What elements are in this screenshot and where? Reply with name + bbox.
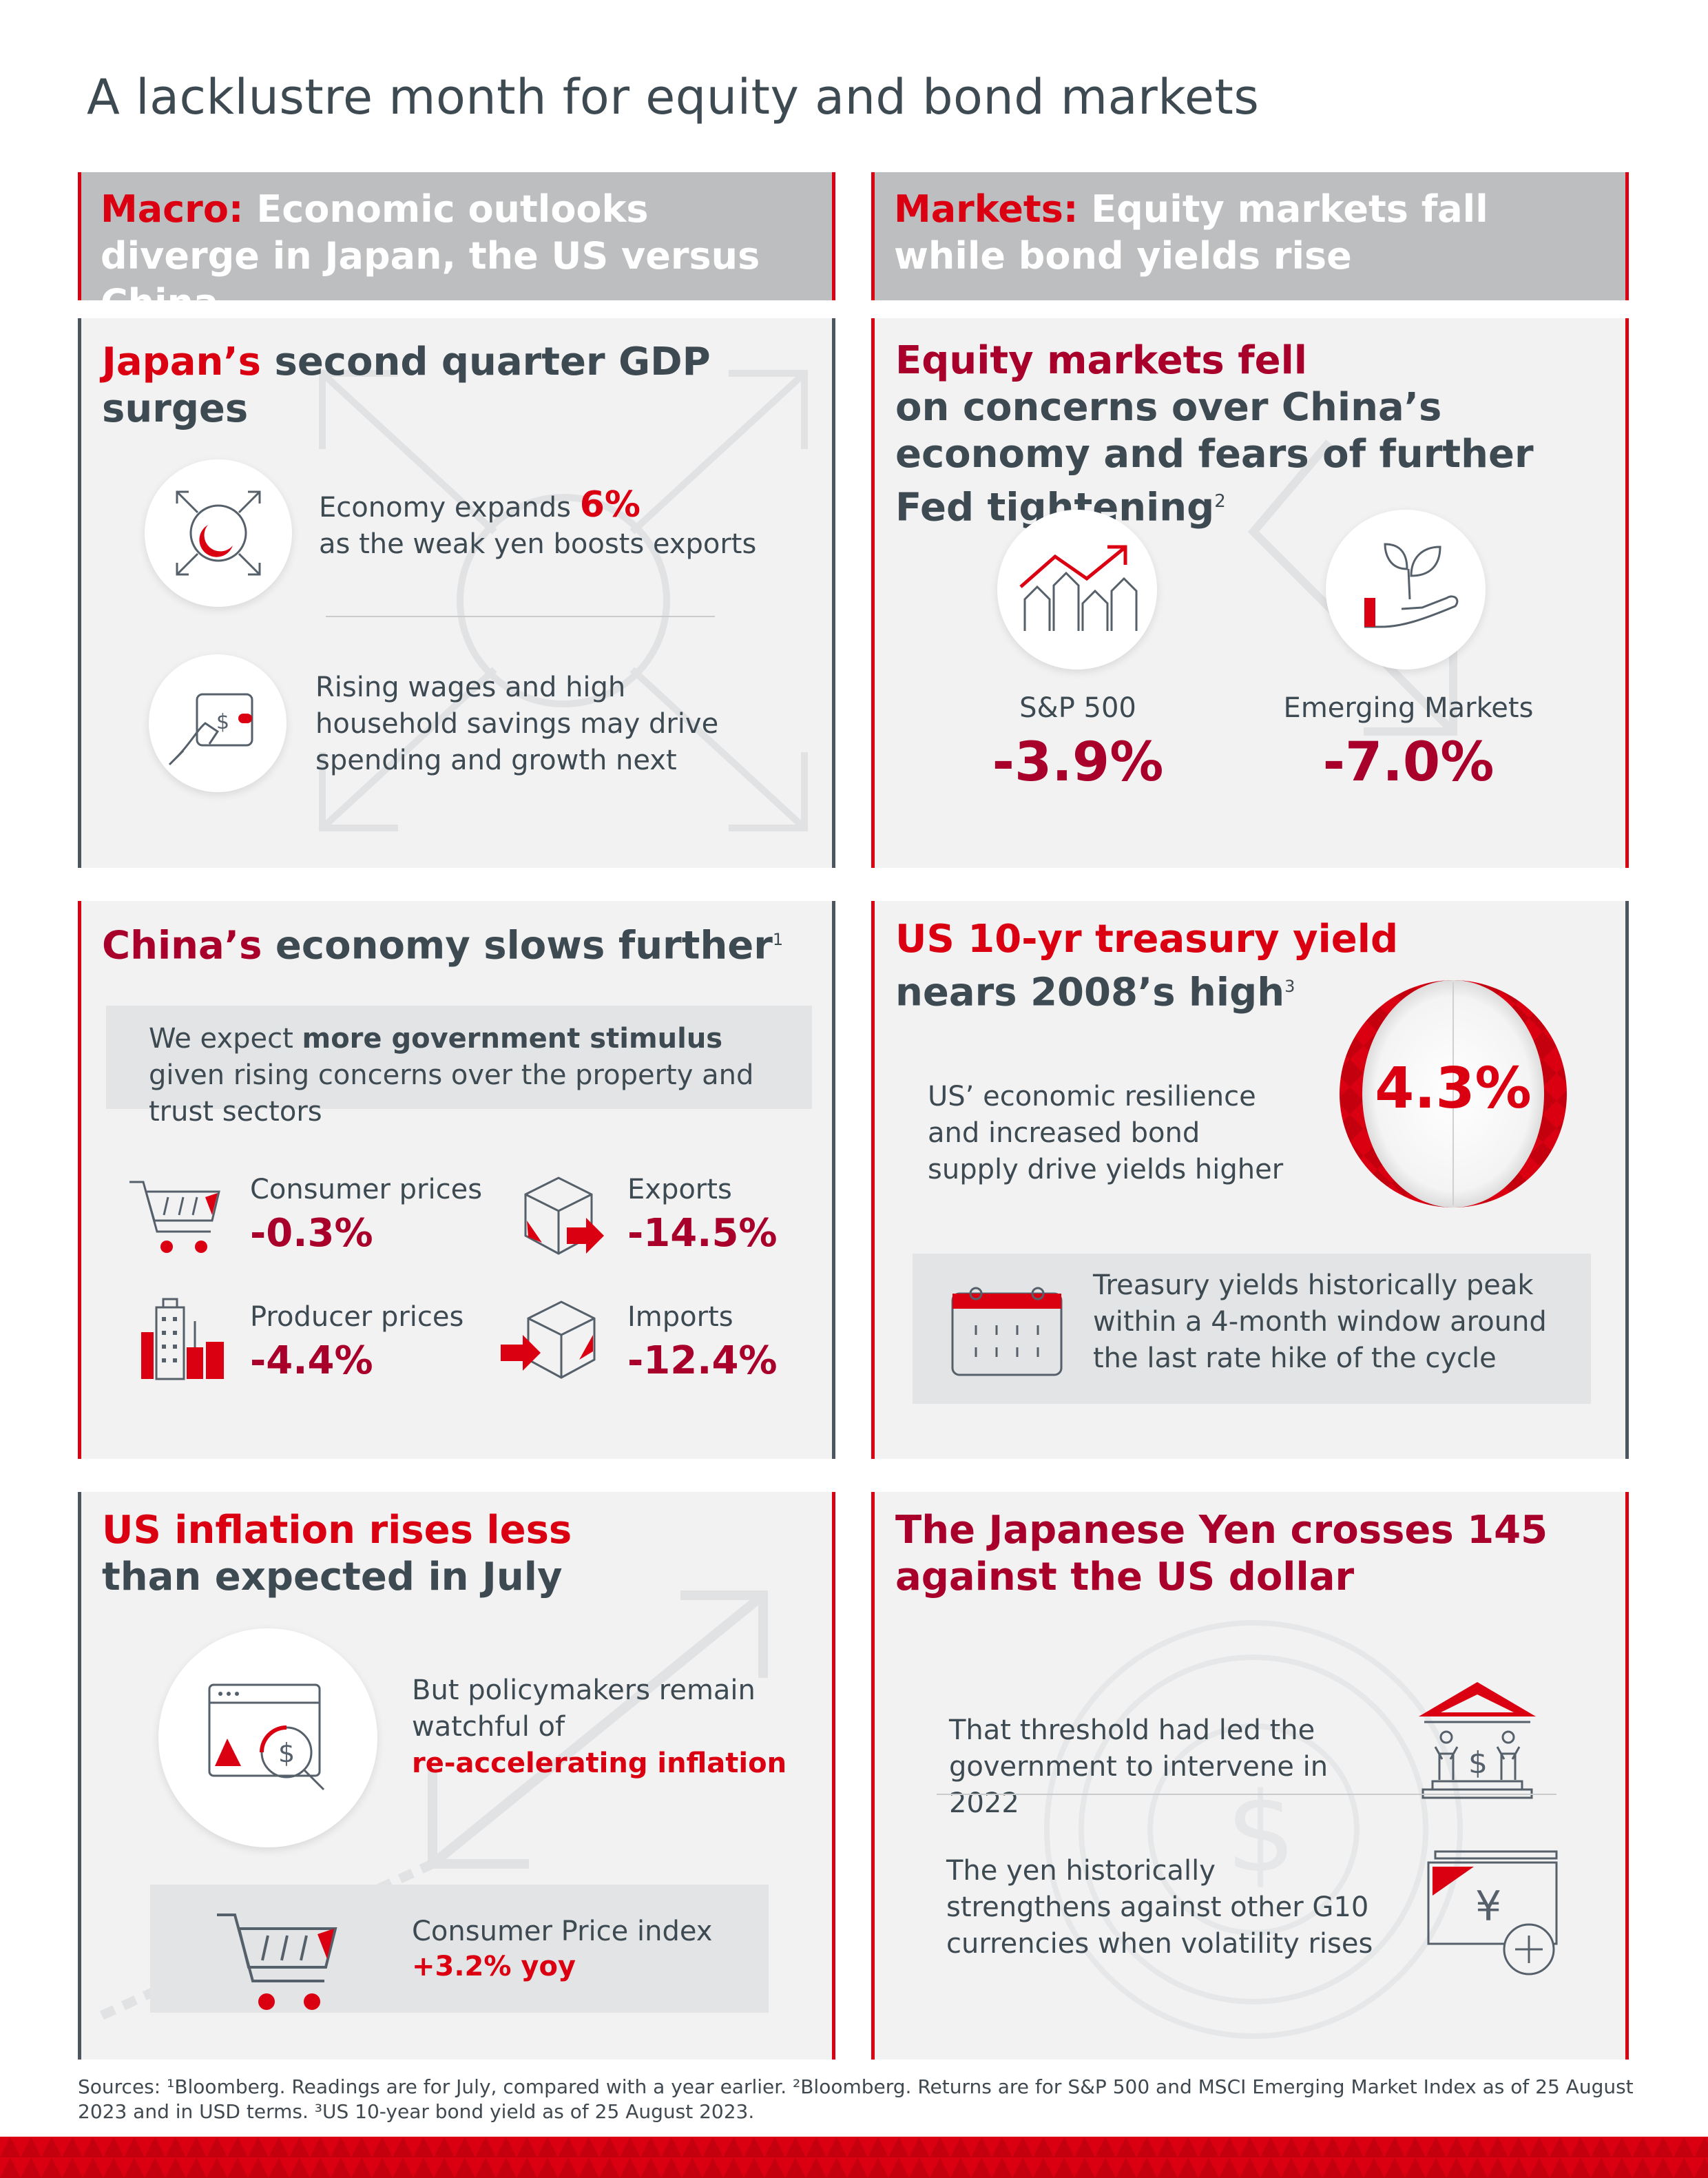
sp500-icon-circle (997, 510, 1157, 670)
treasury-note-box: Treasury yields historically peak within… (913, 1254, 1591, 1404)
stimulus-note-post: given rising concerns over the property … (149, 1059, 754, 1128)
treasury-title-red: US 10-yr treasury yield (895, 917, 1399, 962)
equity-panel: Equity markets fell on concerns over Chi… (871, 318, 1629, 868)
economy-expands-label: Economy expands (319, 492, 571, 523)
consumer-prices-value: -0.3% (250, 1211, 373, 1256)
background-coin-icon: $ (1044, 1620, 1463, 2039)
china-title-red: China’s (102, 923, 262, 968)
inflation-panel: US inflation rises less than expected in… (78, 1492, 835, 2060)
yield-drivers-text: US’ economic resilience and increased bo… (928, 1081, 1284, 1185)
producer-prices-label: Producer prices (250, 1301, 464, 1333)
footnote-1: 1 (772, 930, 784, 949)
cpi-box: Consumer Price index +3.2% yoy (150, 1885, 769, 2013)
svg-text:$: $ (278, 1738, 295, 1768)
markets-header: Markets: Equity markets fall while bond … (871, 172, 1629, 300)
imports-label: Imports (627, 1301, 733, 1333)
treasury-title: US 10-yr treasury yield nears 2008’s hig… (895, 916, 1398, 1017)
shopping-cart-icon (129, 1181, 220, 1253)
svg-text:$: $ (216, 710, 229, 734)
expand-arrows-icon (176, 490, 261, 576)
sources-footnote: Sources: ¹Bloomberg. Readings are for Ju… (78, 2075, 1634, 2123)
yen-symbol: ¥ (1475, 1883, 1501, 1931)
emerging-markets-value: -7.0% (1322, 732, 1494, 794)
gdp-growth-value: 6% (579, 484, 640, 526)
japan-title-red: Japan’s (102, 340, 261, 384)
export-box-icon (524, 1176, 604, 1255)
markets-header-text: Equity markets fall while bond yields ri… (894, 187, 1488, 278)
divider (326, 616, 715, 617)
economy-expands-reason: as the weak yen boosts exports (319, 528, 757, 560)
yen-title: The Japanese Yen crosses 145 against the… (895, 1508, 1548, 1599)
shopping-cart-icon (217, 1913, 337, 2010)
macro-header-text: Economic outlooks diverge in Japan, the … (101, 187, 760, 324)
magnifier-icon-circle: $ (158, 1628, 377, 1847)
equity-title: Equity markets fell on concerns over Chi… (895, 338, 1612, 532)
policymakers-text: But policymakers remain watchful of re-a… (412, 1672, 798, 1782)
hand-wallet-icon: $ (168, 693, 253, 766)
emerging-markets-label: Emerging Markets (1283, 692, 1534, 724)
inflation-title-rest: than expected in July (102, 1555, 563, 1599)
stimulus-note-pre: We expect (149, 1023, 293, 1055)
footnote-3: 3 (1284, 977, 1295, 996)
stimulus-note: We expect more government stimulus given… (106, 1006, 812, 1128)
red-sphere-icon (1340, 980, 1567, 1207)
calendar-icon (951, 1287, 1063, 1376)
wallet-icon-circle: $ (149, 654, 287, 792)
consumer-prices-label: Consumer prices (250, 1174, 483, 1205)
background-arrows-icon (319, 370, 808, 831)
japan-gdp-panel: Japan’s second quarter GDP surges Econom… (78, 318, 835, 868)
equity-title-rest: on concerns over China’s economy and fea… (895, 385, 1534, 530)
page-title: A lacklustre month for equity and bond m… (87, 69, 1260, 125)
japan-title: Japan’s second quarter GDP surges (102, 339, 832, 433)
footnote-2: 2 (1214, 491, 1226, 512)
dollar-magnifier-icon: $ (208, 1683, 325, 1791)
inflation-title: US inflation rises less than expected in… (102, 1507, 572, 1601)
yen-cash-add-icon: ¥ (1427, 1850, 1558, 1975)
inflation-title-red: US inflation rises less (102, 1508, 572, 1553)
producer-prices-value: -4.4% (250, 1338, 373, 1383)
japan-title-rest: second quarter GDP surges (102, 340, 711, 431)
treasury-panel: US 10-yr treasury yield nears 2008’s hig… (871, 901, 1629, 1459)
background-dollar-sign: $ (1226, 1768, 1296, 1897)
imports-value: -12.4% (627, 1338, 778, 1383)
yen-panel: $ The Japanese Yen crosses 145 against t… (871, 1492, 1629, 2060)
reaccelerating-inflation-text: re-accelerating inflation (412, 1747, 787, 1779)
factory-buildings-icon (141, 1298, 224, 1380)
bank-icon: $ (1419, 1682, 1536, 1799)
china-panel: China’s economy slows further1 We expect… (78, 901, 835, 1459)
sp500-label: S&P 500 (1019, 692, 1136, 724)
treasury-title-rest: nears 2008’s high (895, 970, 1285, 1015)
stimulus-note-bold: more government stimulus (302, 1023, 723, 1055)
sp500-value: -3.9% (992, 732, 1164, 794)
cpi-label: Consumer Price index (412, 1916, 713, 1947)
exports-label: Exports (627, 1174, 732, 1205)
markets-header-prefix: Markets: (894, 187, 1079, 231)
import-box-icon (501, 1300, 596, 1379)
intervention-text: That threshold had led the government to… (949, 1714, 1329, 1819)
exports-value: -14.5% (627, 1211, 778, 1256)
bank-dollar-sign: $ (1468, 1745, 1488, 1781)
divider (937, 1794, 1556, 1795)
background-up-arrow-icon (100, 1590, 768, 2020)
policymakers-text-pre: But policymakers remain watchful of (412, 1674, 756, 1743)
cpi-value: +3.2% yoy (412, 1951, 576, 1982)
treasury-note-text: Treasury yields historically peak within… (1093, 1269, 1547, 1374)
treasury-yield-value: 4.3% (1375, 1056, 1532, 1121)
economy-expands-text: Economy expands 6% as the weak yen boost… (319, 487, 801, 563)
yen-volatility-text: The yen historically strengthens against… (946, 1855, 1373, 1960)
hand-plant-icon (1364, 543, 1459, 628)
rising-chart-icon (1019, 545, 1138, 631)
wages-text: Rising wages and high household savings … (315, 672, 719, 776)
chevron-pattern-icon (0, 2137, 1708, 2178)
footer-stripe (0, 2137, 1708, 2178)
equity-title-red: Equity markets fell (895, 338, 1307, 383)
emerging-icon-circle (1326, 510, 1486, 670)
macro-header-prefix: Macro: (101, 187, 244, 231)
expand-icon-circle (145, 459, 292, 607)
china-title-rest: economy slows further (275, 923, 773, 968)
china-title: China’s economy slows further1 (102, 916, 783, 970)
macro-header: Macro: Economic outlooks diverge in Japa… (78, 172, 835, 324)
